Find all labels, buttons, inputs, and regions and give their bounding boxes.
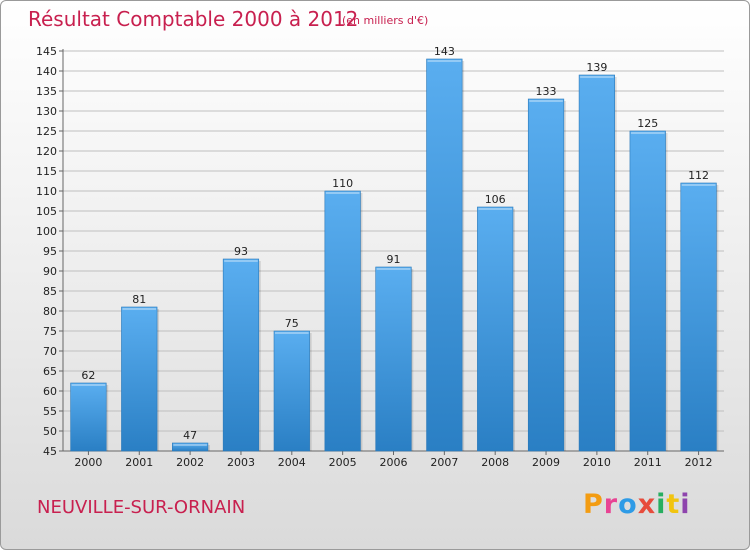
logo-letter: i [680,489,691,520]
bar-highlight [71,384,106,386]
bar[interactable] [680,182,717,452]
x-tick-label: 2007 [430,456,458,469]
bar[interactable] [172,442,209,452]
bar-highlight [122,308,157,310]
y-tick-label: 55 [43,405,57,418]
data-label: 133 [536,85,557,98]
data-label: 106 [485,193,506,206]
y-tick-label: 45 [43,445,57,458]
bar-highlight [224,260,258,262]
x-tick-label: 2000 [74,456,102,469]
x-tick-label: 2001 [125,456,153,469]
logo-letter: x [637,489,657,520]
y-tick-label: 125 [36,125,57,138]
x-tick-label: 2011 [634,456,662,469]
x-tick-label: 2012 [685,456,713,469]
bar-highlight [478,208,512,210]
logo-letter: o [618,489,638,520]
bar-highlight [681,184,716,186]
y-tick-label: 145 [36,45,57,58]
bar[interactable] [273,330,310,452]
bar[interactable] [222,258,260,452]
bar-highlight [275,332,309,334]
bar[interactable] [324,190,361,452]
bar-highlight [529,100,563,102]
y-tick-label: 100 [36,225,57,238]
chart-subtitle: (en milliers d'€) [342,14,429,27]
bar[interactable] [121,306,158,452]
bar[interactable] [578,74,615,452]
y-tick-label: 60 [43,385,57,398]
bar-highlight [630,132,665,134]
bar[interactable] [426,58,463,452]
y-tick-label: 95 [43,245,57,258]
x-tick-label: 2010 [583,456,611,469]
data-labels: 62 81 47 93 75 110 91 143 106 133 139 125 112 [81,45,709,442]
bar-highlight [325,192,360,194]
chart-title: Résultat Comptable 2000 à 2012 [28,7,359,31]
x-tick-label: 2002 [176,456,204,469]
data-label: 62 [81,369,95,382]
bar[interactable] [629,130,666,452]
city-name: NEUVILLE-SUR-ORNAIN [37,497,246,518]
y-tick-label: 75 [43,325,57,338]
data-label: 93 [234,245,248,258]
y-tick-label: 80 [43,305,57,318]
y-tick-label: 90 [43,265,57,278]
x-tick-label: 2006 [380,456,408,469]
data-label: 125 [637,117,658,130]
logo-letter: r [603,489,619,520]
bar-highlight [427,60,462,62]
data-label: 110 [332,177,353,190]
data-label: 91 [387,253,401,266]
y-tick-label: 105 [36,205,57,218]
bar[interactable] [477,206,514,452]
x-tick-label: 2005 [329,456,357,469]
logo-letter: t [666,489,681,520]
x-tick-label: 2003 [227,456,255,469]
bar[interactable] [70,382,107,452]
bar[interactable] [527,98,565,452]
bar[interactable] [375,266,412,452]
y-tick-label: 110 [36,185,57,198]
y-tick-label: 130 [36,105,57,118]
data-label: 139 [586,61,607,74]
proxiti-logo[interactable]: Proxiti [583,489,691,520]
data-label: 143 [434,45,455,58]
bar-highlight [580,76,614,78]
data-label: 47 [183,429,197,442]
logo-letter: P [583,489,604,520]
bars [70,58,719,452]
data-label: 81 [132,293,146,306]
x-tick-label: 2004 [278,456,306,469]
x-tick-label: 2008 [481,456,509,469]
data-label: 75 [285,317,299,330]
y-tick-label: 85 [43,285,57,298]
bar-highlight [376,268,411,270]
bar-highlight [173,444,207,446]
y-tick-label: 140 [36,65,57,78]
y-tick-label: 135 [36,85,57,98]
y-tick-label: 70 [43,345,57,358]
y-tick-label: 65 [43,365,57,378]
y-tick-label: 120 [36,145,57,158]
logo-letter: i [656,489,667,520]
data-label: 112 [688,169,709,182]
y-tick-label: 115 [36,165,57,178]
x-tick-label: 2009 [532,456,560,469]
y-tick-label: 50 [43,425,57,438]
